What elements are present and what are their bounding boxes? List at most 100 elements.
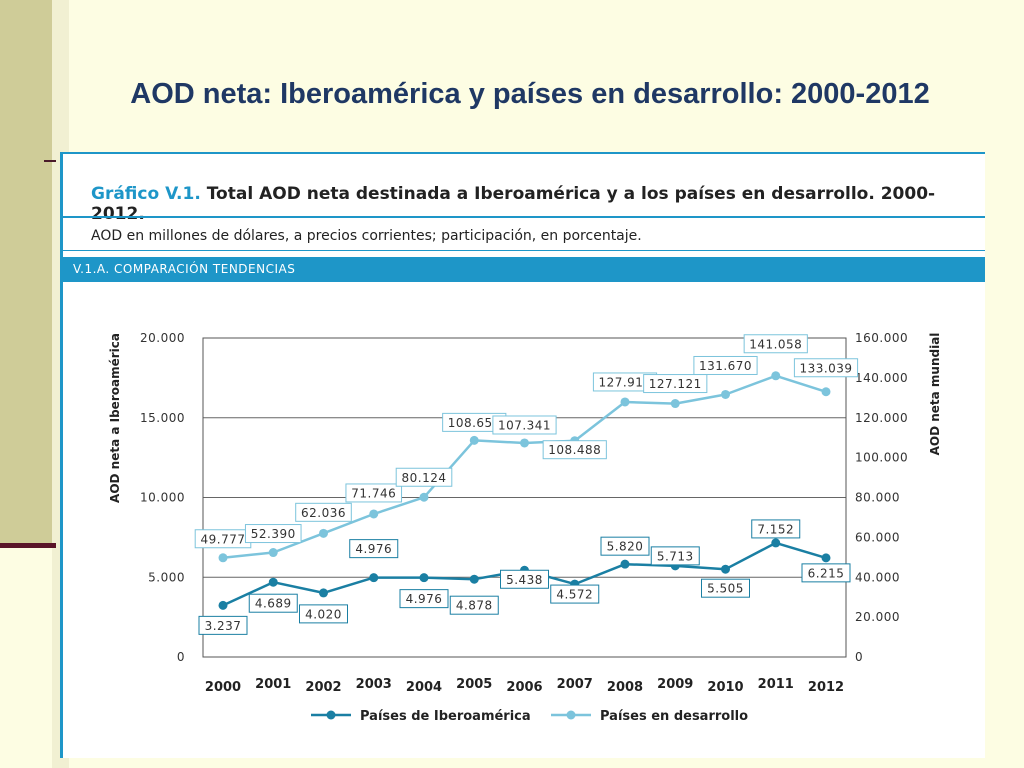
right-tick-label: 0 bbox=[855, 650, 863, 664]
data-point bbox=[469, 435, 479, 445]
data-point bbox=[319, 528, 328, 538]
data-label: 3.237 bbox=[205, 619, 242, 633]
data-label-box bbox=[248, 593, 298, 613]
figure-divider bbox=[63, 216, 985, 218]
right-tick-label: 140.000 bbox=[855, 371, 908, 385]
figure-heading-text: Total AOD neta destinada a Iberoamérica … bbox=[91, 184, 936, 224]
data-label: 4.976 bbox=[355, 542, 392, 556]
data-label-box bbox=[492, 415, 557, 435]
data-label: 5.505 bbox=[707, 582, 744, 596]
data-point bbox=[520, 438, 529, 448]
data-label-box bbox=[550, 584, 600, 604]
data-point bbox=[469, 574, 479, 584]
data-label: 7.152 bbox=[757, 522, 794, 536]
data-point bbox=[369, 573, 379, 583]
data-label-box bbox=[500, 569, 549, 589]
data-label-box bbox=[299, 604, 348, 624]
data-label-box bbox=[693, 355, 758, 375]
data-point bbox=[319, 588, 328, 598]
data-label: 4.689 bbox=[255, 597, 292, 611]
x-tick-label: 2000 bbox=[205, 680, 241, 695]
line-chart: 0 5.000 10.000 15.000 20.000 0 20.000 40.000 60… bbox=[108, 331, 942, 724]
data-label-box bbox=[399, 589, 449, 609]
data-label: 131.670 bbox=[699, 359, 752, 373]
x-tick-label: 2005 bbox=[456, 677, 492, 692]
data-label-box bbox=[349, 539, 399, 559]
data-label: 107.341 bbox=[498, 418, 551, 432]
data-label: 133.039 bbox=[799, 361, 852, 375]
section-bar: V.1.A. COMPARACIÓN TENDENCIAS bbox=[63, 257, 985, 282]
data-label: 5.438 bbox=[506, 573, 543, 587]
data-label: 5.713 bbox=[657, 549, 694, 563]
right-tick-label: 120.000 bbox=[855, 411, 908, 425]
data-label: 4.020 bbox=[305, 607, 342, 621]
side-panel bbox=[0, 0, 52, 545]
x-tick-label: 2003 bbox=[356, 677, 392, 692]
x-axis-categories: 2000 2001 2002 2003 2004 2005 2006 2007 2008 2009… bbox=[205, 677, 844, 695]
data-point bbox=[369, 509, 379, 519]
data-point bbox=[670, 399, 680, 409]
figure-divider-thin bbox=[63, 250, 985, 251]
data-point bbox=[218, 600, 228, 610]
data-label-box bbox=[701, 578, 750, 598]
x-tick-label: 2004 bbox=[406, 680, 442, 695]
data-label-box bbox=[751, 519, 801, 539]
data-label: 52.390 bbox=[251, 527, 296, 541]
data-label-box bbox=[244, 524, 302, 544]
left-tick-label: 15.000 bbox=[140, 411, 185, 425]
right-tick-label: 20.000 bbox=[855, 610, 900, 624]
data-label-box bbox=[449, 595, 499, 615]
data-label-box bbox=[395, 467, 453, 487]
legend-label-ibero: Países de Iberoamérica bbox=[360, 709, 531, 724]
data-label-box bbox=[600, 536, 650, 556]
data-label-box bbox=[801, 563, 851, 583]
side-rule bbox=[0, 543, 56, 548]
data-point bbox=[620, 559, 630, 569]
x-tick-label: 2011 bbox=[758, 677, 794, 692]
data-label: 62.036 bbox=[301, 506, 346, 520]
right-tick-label: 80.000 bbox=[855, 491, 900, 505]
x-tick-label: 2001 bbox=[255, 677, 291, 692]
chart-legend: Países de Iberoamérica Países en desarro… bbox=[311, 709, 748, 724]
left-tick-label: 5.000 bbox=[148, 570, 185, 584]
slide-title: AOD neta: Iberoamérica y países en desar… bbox=[130, 78, 930, 110]
data-label: 108.652 bbox=[448, 416, 501, 430]
data-label: 6.215 bbox=[808, 566, 845, 580]
data-label-box bbox=[542, 440, 607, 460]
right-tick-label: 100.000 bbox=[855, 451, 908, 465]
figure-heading: Gráfico V.1. Total AOD neta destinada a … bbox=[91, 184, 985, 224]
figure-heading-prefix: Gráfico V.1. bbox=[91, 184, 201, 204]
data-point bbox=[620, 397, 630, 407]
right-tick-label: 40.000 bbox=[855, 570, 900, 584]
legend-label-dev: Países en desarrollo bbox=[600, 709, 748, 724]
data-label-box bbox=[295, 502, 352, 522]
data-point bbox=[821, 387, 831, 397]
data-point bbox=[419, 492, 429, 502]
data-point bbox=[821, 553, 831, 563]
right-tick-label: 60.000 bbox=[855, 530, 900, 544]
data-point bbox=[268, 577, 278, 587]
data-point bbox=[218, 553, 228, 563]
x-tick-label: 2006 bbox=[506, 680, 542, 695]
data-label: 127.121 bbox=[649, 377, 702, 391]
x-tick-label: 2007 bbox=[557, 677, 593, 692]
data-label-box bbox=[643, 374, 708, 394]
data-point bbox=[771, 371, 781, 381]
figure-subtitle: AOD en millones de dólares, a precios co… bbox=[91, 228, 642, 244]
x-tick-label: 2012 bbox=[808, 680, 844, 695]
data-label: 71.746 bbox=[351, 486, 396, 500]
data-point bbox=[721, 564, 730, 574]
left-axis-ticks: 0 5.000 10.000 15.000 20.000 bbox=[140, 331, 185, 664]
left-axis-title: AOD neta a Iberoamérica bbox=[108, 333, 122, 503]
data-label-box bbox=[743, 334, 808, 354]
data-label: 49.777 bbox=[201, 532, 246, 546]
data-point bbox=[771, 538, 781, 548]
data-label-box bbox=[650, 546, 700, 566]
data-point bbox=[268, 548, 278, 558]
x-tick-label: 2010 bbox=[707, 680, 743, 695]
right-axis-ticks: 0 20.000 40.000 60.000 80.000 100.000 120.000 1… bbox=[855, 331, 908, 664]
data-label: 4.878 bbox=[456, 599, 493, 613]
chart-figure: Gráfico V.1. Total AOD neta destinada a … bbox=[60, 152, 985, 758]
data-labels: 3.237 4.689 4.020 4.976 4.976 4.878 5.438 4.572… bbox=[194, 334, 859, 635]
data-label-box bbox=[345, 483, 403, 503]
